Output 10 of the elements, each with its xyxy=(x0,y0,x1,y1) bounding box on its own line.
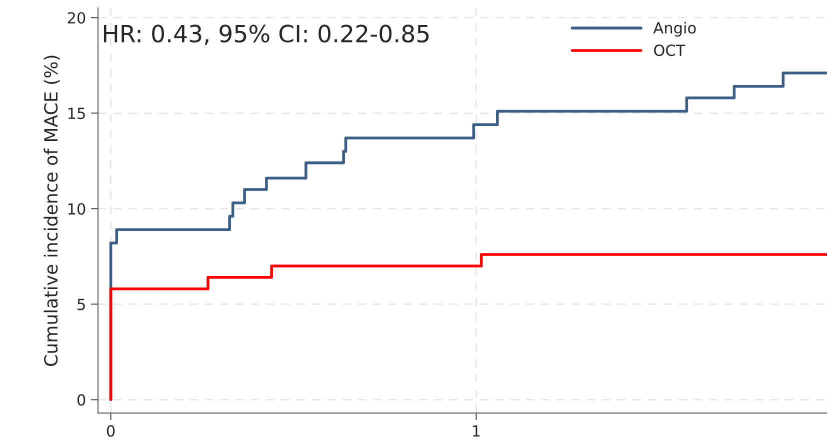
y-tick-label: 0 xyxy=(77,394,86,406)
y-tick-label: 5 xyxy=(78,298,85,310)
y-tick-label: 20 xyxy=(68,12,86,24)
y-tick-label: 15 xyxy=(68,108,85,120)
x-tick-label: 1 xyxy=(473,425,480,436)
legend-label: OCT xyxy=(654,44,686,56)
y-tick-label: 10 xyxy=(68,203,86,215)
legend-label: Angio xyxy=(653,22,696,37)
annotation: HR: 0.43, 95% CI: 0.22-0.85 xyxy=(104,24,429,45)
y-axis-title: Cumulative incidence of MACE (%) xyxy=(44,56,60,366)
